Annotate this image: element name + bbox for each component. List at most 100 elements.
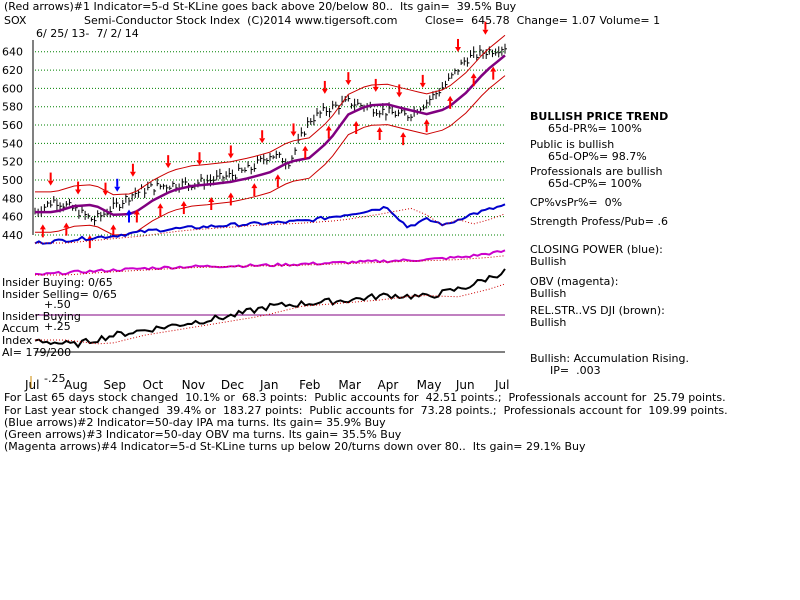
accum-label: Bullish: Accumulation Rising. <box>530 352 689 365</box>
buy-arrowhead <box>447 95 454 101</box>
footer-line5: (Magenta arrows)#4 Indicator=5-d St-KLin… <box>4 440 586 453</box>
relstr-line <box>34 268 506 349</box>
y-tick-label: 440 <box>2 229 23 242</box>
ai-value: AI= 179/200 <box>2 346 72 359</box>
buy-arrowhead <box>180 201 187 207</box>
x-month-label: Mar <box>338 378 361 392</box>
buy-arrowhead <box>157 203 164 209</box>
y-tick-label: 460 <box>2 211 23 224</box>
x-month-label: May <box>417 378 442 392</box>
x-month-label: Jan <box>259 378 279 392</box>
x-month-label: Apr <box>378 378 399 392</box>
buy-arrowhead <box>400 132 407 138</box>
buy-arrowhead <box>274 174 281 180</box>
x-month-label: Aug <box>64 378 87 392</box>
cp-value: 65d-CP%= 100% <box>548 177 642 190</box>
y-tick-label: 580 <box>2 101 23 114</box>
symbol-label: SOX <box>4 14 27 27</box>
sell-arrowhead <box>259 138 266 144</box>
obv-line <box>34 249 506 276</box>
sell-arrowhead <box>75 189 82 195</box>
buy-arrowhead <box>227 192 234 198</box>
minus25-label: -.25 <box>44 372 66 385</box>
sell-arrowhead <box>114 186 121 192</box>
trend-label: BULLISH PRICE TREND <box>530 110 669 123</box>
buy-arrowhead <box>63 222 70 228</box>
sell-arrowhead <box>345 80 352 86</box>
accum-text: Accum <box>2 322 40 335</box>
header-line1: (Red arrows)#1 Indicator=5-d St-KLine go… <box>4 0 517 13</box>
footer-line3: (Blue arrows)#2 Indicator=50-day IPA ma … <box>4 416 386 429</box>
obv-line-ma <box>35 255 506 276</box>
x-month-label: Nov <box>182 378 205 392</box>
sell-arrowhead <box>227 153 234 159</box>
buy-arrowhead <box>208 197 215 203</box>
sell-arrowhead <box>455 46 461 52</box>
y-tick-label: 480 <box>2 192 23 205</box>
pros-label: Professionals are bullish <box>530 165 663 178</box>
relstr-label: REL.STR..VS DJI (brown): <box>530 304 665 317</box>
buy-arrowhead <box>110 224 117 230</box>
x-month-label: Sep <box>103 378 126 392</box>
buy-arrowhead <box>490 66 497 72</box>
sell-arrowhead <box>102 190 109 196</box>
closing-power-line <box>34 203 506 245</box>
closing-power-label: CLOSING POWER (blue): <box>530 243 663 256</box>
upper-band <box>35 34 506 196</box>
plus25-label: +.25 <box>44 320 71 333</box>
buy-arrowhead <box>325 125 332 131</box>
footer-line2: For Last year stock changed 39.4% or 183… <box>4 404 728 417</box>
sell-arrowhead <box>165 163 172 169</box>
chart-title: Semi-Conductor Stock Index (C)2014 www.t… <box>84 14 398 27</box>
ma-line <box>35 54 506 217</box>
obv-label: OBV (magenta): <box>530 275 619 288</box>
x-month-label: Oct <box>143 378 164 392</box>
closing-power-value: Bullish <box>530 255 567 268</box>
sell-arrowhead <box>482 29 489 35</box>
y-tick-label: 520 <box>2 156 23 169</box>
y-tick-label: 600 <box>2 82 23 95</box>
sell-arrowhead <box>419 82 426 88</box>
buy-arrowhead <box>423 119 430 125</box>
x-month-label: Dec <box>221 378 244 392</box>
buy-arrowhead <box>133 209 140 215</box>
footer-line4: (Green arrows)#3 Indicator=50-day OBV ma… <box>4 428 402 441</box>
op-value: 65d-OP%= 98.7% <box>548 150 647 163</box>
public-label: Public is bullish <box>530 138 615 151</box>
sell-arrowhead <box>396 92 403 98</box>
quote-text: Close= 645.78 Change= 1.07 Volume= 1 <box>425 14 661 27</box>
buy-arrowhead <box>353 120 360 126</box>
buy-arrowhead <box>470 73 477 79</box>
buy-arrowhead <box>376 127 383 133</box>
sell-arrowhead <box>321 88 328 94</box>
ip-value: IP= .003 <box>550 364 601 377</box>
insider-selling: Insider Selling= 0/65 <box>2 288 118 301</box>
buy-arrowhead <box>302 145 309 151</box>
y-tick-label: 620 <box>2 64 23 77</box>
relstr-value: Bullish <box>530 316 567 329</box>
x-month-label: Jul <box>494 378 509 392</box>
cpvspr-value: CP%vsPr%= 0% <box>530 196 623 209</box>
x-month-label: Feb <box>299 378 320 392</box>
strength-value: Strength Profess/Pub= .6 <box>530 215 668 228</box>
index-text: Index <box>2 334 33 347</box>
pr-value: 65d-PR%= 100% <box>548 122 642 135</box>
buy-arrowhead <box>251 183 258 189</box>
insider-buying-2: Insider Buying <box>2 310 81 323</box>
sell-arrowhead <box>196 160 203 166</box>
y-tick-label: 640 <box>2 46 23 59</box>
date-range: 6/ 25/ 13- 7/ 2/ 14 <box>36 27 139 40</box>
buy-arrowhead <box>126 209 132 215</box>
buy-arrowhead <box>39 224 46 230</box>
plus50-label: +.50 <box>44 298 71 311</box>
closing-power-line-ma <box>35 207 506 244</box>
y-tick-label: 560 <box>2 119 23 132</box>
x-month-label: Jun <box>455 378 475 392</box>
x-month-label: Jul <box>24 378 39 392</box>
sell-arrowhead <box>290 131 297 137</box>
relstr-line-ma <box>35 283 506 345</box>
y-tick-label: 500 <box>2 174 23 187</box>
sell-arrowhead <box>47 180 54 186</box>
